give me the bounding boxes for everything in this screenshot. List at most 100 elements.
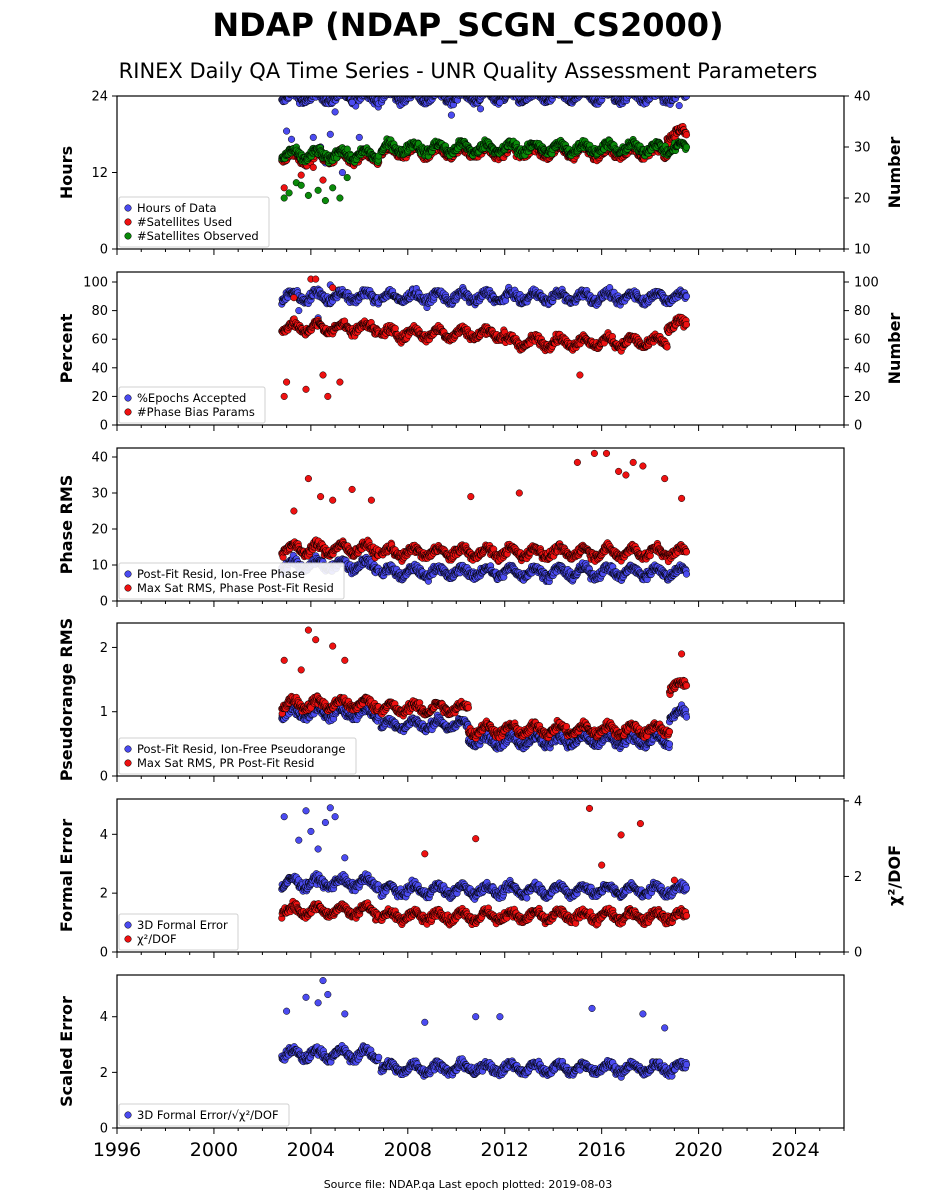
data-point: [483, 89, 490, 96]
data-point: [607, 88, 614, 95]
chart-subtitle: RINEX Daily QA Time Series - UNR Quality…: [119, 59, 818, 83]
legend-label: #Satellites Observed: [137, 229, 259, 243]
data-point: [340, 88, 347, 95]
data-point: [486, 87, 493, 94]
y-tick-right-label: 100: [854, 276, 879, 291]
data-point: [602, 89, 609, 96]
y-tick-right-label: 40: [854, 361, 871, 376]
data-point: [585, 96, 588, 97]
data-point: [293, 88, 300, 95]
data-point: [605, 86, 612, 93]
y-tick-right-label: 0: [854, 419, 862, 434]
data-point: [558, 87, 565, 94]
series-1-2: [278, 122, 691, 192]
data-point: [314, 85, 321, 92]
data-point: [677, 89, 684, 96]
data-point: [485, 96, 490, 97]
y-tick-label: 40: [91, 361, 108, 376]
data-point: [411, 88, 418, 95]
data-point: [579, 88, 586, 95]
data-point: [651, 96, 656, 97]
data-point: [386, 89, 393, 96]
data-point: [580, 88, 587, 95]
data-point: [482, 88, 489, 95]
data-point: [561, 96, 566, 97]
data-point: [578, 89, 585, 96]
data-point: [321, 197, 329, 205]
data-point: [348, 98, 356, 106]
data-point: [311, 89, 318, 96]
y-tick-label: 60: [91, 333, 108, 348]
y-tick-right-label: 30: [854, 141, 871, 156]
data-point: [407, 88, 414, 95]
data-point: [625, 87, 632, 94]
data-point: [456, 89, 463, 96]
data-point: [439, 87, 446, 94]
data-point: [331, 108, 339, 116]
data-point: [496, 98, 504, 106]
data-point: [605, 96, 609, 97]
data-point: [628, 88, 635, 95]
data-point: [434, 88, 441, 95]
legend-label: #Satellites Used: [137, 215, 232, 229]
data-point: [581, 86, 588, 93]
series-1-1: [278, 85, 691, 177]
data-point: [481, 88, 488, 95]
data-point: [535, 88, 542, 95]
y-tick-label: 12: [91, 166, 108, 181]
data-point: [476, 105, 485, 113]
data-point: [316, 96, 321, 97]
data-point: [550, 88, 557, 95]
data-point: [437, 87, 444, 94]
data-point: [604, 96, 607, 97]
data-point: [460, 87, 467, 94]
series-1-3: [278, 135, 691, 205]
data-point: [337, 86, 344, 93]
data-point: [283, 378, 291, 386]
data-point: [335, 88, 342, 95]
legend-box: [118, 196, 270, 248]
data-point: [529, 88, 536, 95]
data-point: [510, 89, 517, 96]
data-point: [388, 88, 395, 95]
data-point: [582, 89, 589, 96]
data-point: [289, 88, 296, 95]
data-point: [367, 96, 371, 97]
y-tick-right-label: 80: [854, 304, 871, 319]
y-axis-label: Hours: [57, 146, 76, 199]
data-point: [280, 194, 288, 202]
data-point: [384, 88, 391, 95]
data-point: [447, 111, 455, 119]
data-point: [603, 96, 607, 97]
data-point: [386, 87, 393, 94]
legend-marker: [124, 204, 132, 212]
data-point: [583, 88, 590, 95]
data-point: [482, 89, 489, 96]
data-point: [651, 87, 658, 94]
data-point: [678, 88, 685, 95]
data-point: [609, 89, 616, 96]
y-tick-label: 24: [91, 90, 108, 105]
data-point: [456, 96, 461, 97]
data-point: [560, 88, 567, 95]
data-point: [479, 89, 486, 96]
data-point: [581, 86, 588, 93]
data-point: [679, 88, 686, 95]
y-tick-right-label: 20: [854, 390, 871, 405]
data-point: [283, 127, 291, 135]
data-point: [414, 86, 421, 93]
data-point: [675, 102, 683, 110]
y-tick-label: 80: [91, 304, 108, 319]
data-point: [458, 96, 463, 97]
data-point: [508, 85, 515, 92]
y-tick-label: 20: [91, 390, 108, 405]
data-point: [339, 88, 346, 95]
data-point: [355, 133, 363, 141]
data-point: [677, 96, 681, 97]
data-point: [339, 96, 344, 97]
data-point: [512, 88, 519, 95]
y-tick-label: 0: [100, 243, 108, 258]
